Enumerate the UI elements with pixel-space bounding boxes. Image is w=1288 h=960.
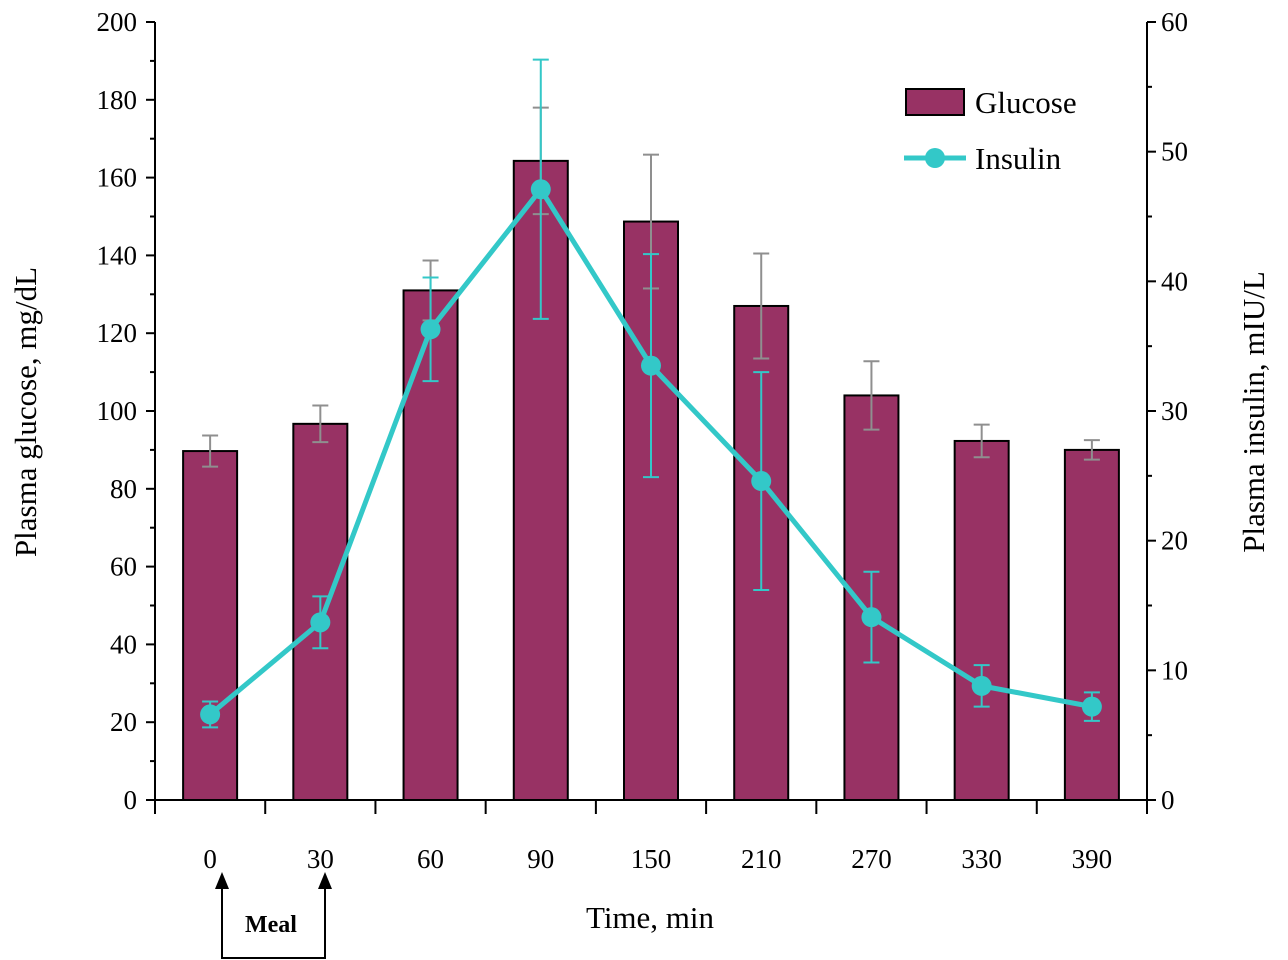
right-y-tick-label: 40 xyxy=(1161,266,1188,296)
x-tick-label-30: 30 xyxy=(307,844,334,874)
glucose-error-30 xyxy=(312,404,329,444)
right-y-tick-label: 10 xyxy=(1161,655,1188,685)
insulin-point-330 xyxy=(971,675,992,696)
glucose-bar-390 xyxy=(1063,448,1120,801)
insulin-point-60 xyxy=(420,319,441,340)
insulin-point-30 xyxy=(310,612,331,633)
x-tick-label-390: 390 xyxy=(1072,844,1113,874)
left-y-tick-label: 120 xyxy=(97,318,138,348)
axes xyxy=(146,21,1156,814)
left-y-tick-label: 160 xyxy=(97,163,138,193)
x-tick-label-210: 210 xyxy=(741,844,782,874)
insulin-point-0 xyxy=(200,704,221,725)
left-y-tick-label: 40 xyxy=(110,629,137,659)
right-y-axis-title: Plasma insulin, mIU/L xyxy=(1236,271,1271,553)
left-y-tick-label: 100 xyxy=(97,396,138,426)
tick-labels: 0 20 40 60 80 100 120 140 160 180 200 0 10 20 30 40 50 60… xyxy=(97,7,1189,874)
left-y-axis-title: Plasma glucose, mg/dL xyxy=(8,267,43,557)
insulin-line-series xyxy=(200,58,1102,729)
glucose-error-390 xyxy=(1083,439,1100,461)
x-tick-label-90: 90 xyxy=(527,844,554,874)
left-y-tick-label: 200 xyxy=(97,7,138,37)
glucose-error-210 xyxy=(753,252,770,360)
left-y-tick-label: 0 xyxy=(124,785,138,815)
insulin-point-270 xyxy=(861,607,882,628)
meal-bracket xyxy=(221,882,326,959)
legend-glucose-swatch xyxy=(905,88,965,116)
insulin-point-150 xyxy=(641,355,661,376)
glucose-error-0 xyxy=(202,434,219,468)
right-y-tick-label: 50 xyxy=(1161,137,1188,167)
left-y-tick-label: 140 xyxy=(97,240,138,270)
right-y-tick-label: 60 xyxy=(1161,7,1188,37)
glucose-bar-330 xyxy=(953,439,1010,801)
meal-annotation: Meal xyxy=(215,872,332,959)
glucose-error-270 xyxy=(863,360,880,431)
meal-arrow-right xyxy=(318,872,332,889)
x-tick-label-330: 330 xyxy=(961,844,1002,874)
meal-label: Meal xyxy=(245,912,297,938)
legend-insulin-label: Insulin xyxy=(975,141,1062,176)
right-y-tick-label: 30 xyxy=(1161,396,1188,426)
x-tick-label-0: 0 xyxy=(203,844,217,874)
legend: Glucose Insulin xyxy=(904,85,1077,176)
right-y-tick-label: 20 xyxy=(1161,526,1188,556)
insulin-point-90 xyxy=(530,179,551,200)
left-y-tick-label: 180 xyxy=(97,85,138,115)
meal-arrow-left xyxy=(215,872,229,889)
x-axis-title: Time, min xyxy=(586,900,715,935)
x-tick-label-60: 60 xyxy=(417,844,444,874)
insulin-point-210 xyxy=(751,471,772,492)
left-y-tick-label: 60 xyxy=(110,552,137,582)
legend-glucose-label: Glucose xyxy=(975,85,1077,120)
right-y-tick-label: 0 xyxy=(1161,785,1175,815)
left-y-tick-label: 80 xyxy=(110,474,137,504)
insulin-point-390 xyxy=(1081,696,1102,717)
legend-insulin-marker xyxy=(925,148,945,168)
left-y-tick-label: 20 xyxy=(110,707,137,737)
glucose-error-330 xyxy=(973,423,990,459)
glucose-bar-0 xyxy=(182,450,239,801)
x-tick-label-270: 270 xyxy=(851,844,892,874)
x-tick-label-150: 150 xyxy=(631,844,672,874)
glucose-bar-90 xyxy=(512,159,569,802)
